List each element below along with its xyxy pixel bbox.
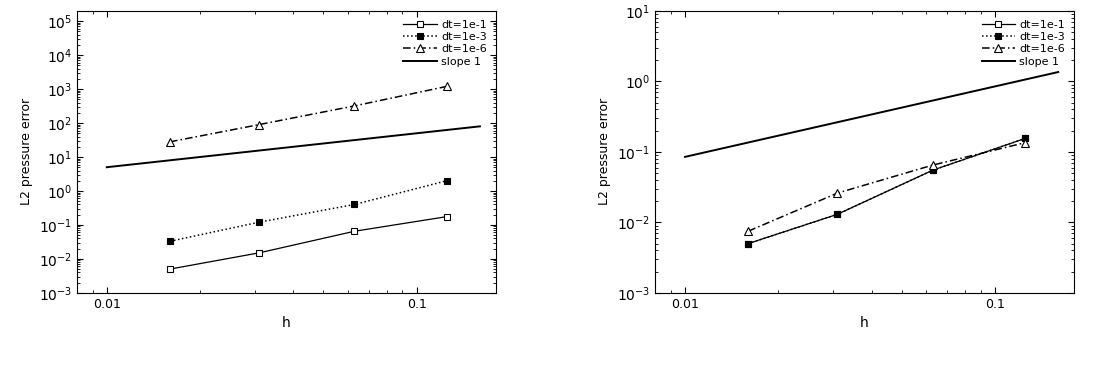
Line: dt=1e-1: dt=1e-1 bbox=[167, 213, 449, 272]
dt=1e-6 bbox=[252, 122, 265, 127]
dt=1e-6 bbox=[163, 139, 176, 144]
dt=1e-6 bbox=[831, 191, 844, 195]
dt=1e-1 bbox=[1018, 136, 1031, 141]
X-axis label: h: h bbox=[282, 316, 290, 330]
dt=1e-6 bbox=[742, 229, 755, 234]
dt=1e-3 bbox=[742, 241, 755, 246]
dt=1e-6 bbox=[347, 104, 361, 108]
Line: dt=1e-6: dt=1e-6 bbox=[167, 83, 450, 146]
dt=1e-6 bbox=[926, 163, 939, 167]
Line: dt=1e-3: dt=1e-3 bbox=[167, 178, 449, 244]
dt=1e-3 bbox=[347, 202, 361, 207]
dt=1e-1 bbox=[441, 214, 454, 219]
Y-axis label: L2 pressure error: L2 pressure error bbox=[598, 98, 612, 205]
dt=1e-1 bbox=[347, 229, 361, 234]
dt=1e-3 bbox=[252, 220, 265, 224]
dt=1e-1 bbox=[742, 241, 755, 246]
dt=1e-1 bbox=[252, 251, 265, 255]
dt=1e-6 bbox=[441, 84, 454, 89]
dt=1e-1 bbox=[163, 267, 176, 271]
Y-axis label: L2 pressure error: L2 pressure error bbox=[20, 98, 33, 205]
dt=1e-3 bbox=[926, 168, 939, 172]
dt=1e-3 bbox=[163, 239, 176, 243]
Line: dt=1e-3: dt=1e-3 bbox=[745, 135, 1028, 247]
Legend: dt=1e-1, dt=1e-3, dt=1e-6, slope 1: dt=1e-1, dt=1e-3, dt=1e-6, slope 1 bbox=[979, 16, 1069, 70]
dt=1e-3 bbox=[831, 212, 844, 217]
dt=1e-3 bbox=[441, 179, 454, 183]
dt=1e-1 bbox=[831, 212, 844, 217]
X-axis label: h: h bbox=[860, 316, 869, 330]
Line: dt=1e-6: dt=1e-6 bbox=[744, 139, 1029, 235]
dt=1e-3 bbox=[1018, 136, 1031, 141]
dt=1e-1 bbox=[926, 168, 939, 172]
Line: dt=1e-1: dt=1e-1 bbox=[745, 135, 1028, 247]
Legend: dt=1e-1, dt=1e-3, dt=1e-6, slope 1: dt=1e-1, dt=1e-3, dt=1e-6, slope 1 bbox=[400, 16, 490, 70]
dt=1e-6 bbox=[1018, 141, 1031, 145]
